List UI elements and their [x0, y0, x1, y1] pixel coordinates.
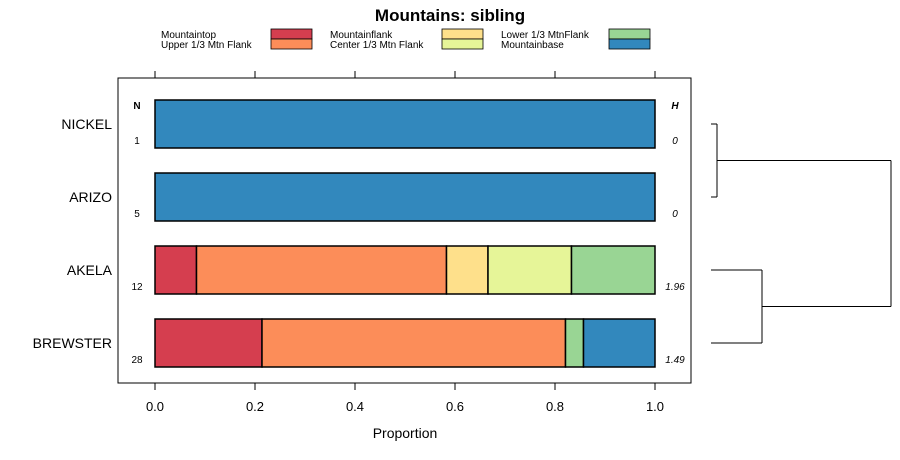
chart-title: Mountains: sibling [375, 6, 525, 25]
n-value-nickel: 1 [134, 136, 140, 147]
bar-segment-akela-center-1-3-mtn-flank [487, 245, 573, 295]
legend-swatch-lower-1-3-mtnflank [608, 28, 651, 40]
x-axis-label: Proportion [373, 425, 438, 441]
x-tick-label: 0.8 [546, 399, 564, 414]
h-value-akela: 1.96 [665, 282, 685, 293]
dendrogram [711, 123, 892, 344]
bar-segment-nickel-mountainbase [154, 99, 656, 149]
h-column-header: H [671, 101, 679, 112]
legend-swatch-center-1-3-mtn-flank [441, 38, 484, 50]
n-column-header: N [133, 101, 140, 112]
x-tick-label: 0.4 [346, 399, 364, 414]
legend-label-mountainflank: Mountainflank [330, 30, 393, 41]
bar-segment-brewster-mountainbase [582, 318, 656, 368]
bar-segment-akela-mountaintop [154, 245, 198, 295]
n-value-akela: 12 [131, 282, 143, 293]
legend-label-lower-1-3-mtnflank: Lower 1/3 MtnFlank [501, 30, 590, 41]
bar-segment-brewster-lower-1-3-mtnflank [564, 318, 585, 368]
x-tick-label: 0.6 [446, 399, 464, 414]
legend-label-upper-1-3-mtn-flank: Upper 1/3 Mtn Flank [161, 40, 253, 51]
legend-label-mountaintop: Mountaintop [161, 30, 216, 41]
row-label-nickel: NICKEL [61, 116, 112, 132]
bar-segment-akela-lower-1-3-mtnflank [570, 245, 656, 295]
plot-frame [117, 77, 692, 384]
bar-segment-akela-upper-1-3-mtn-flank [195, 245, 448, 295]
n-value-brewster: 28 [131, 355, 143, 366]
bar-segment-brewster-upper-1-3-mtn-flank [261, 318, 567, 368]
row-label-akela: AKELA [67, 262, 113, 278]
x-tick-label: 0.2 [246, 399, 264, 414]
x-tick-label: 0.0 [146, 399, 164, 414]
x-axis: 0.0 0.2 0.4 0.6 0.8 1.0 [146, 71, 664, 414]
legend-swatch-mountaintop [270, 28, 313, 40]
legend-swatch-mountainflank [441, 28, 484, 40]
legend-label-mountainbase: Mountainbase [501, 40, 564, 51]
bars-group [154, 99, 656, 368]
bar-segment-brewster-mountaintop [154, 318, 263, 368]
h-value-nickel: 0 [672, 136, 678, 147]
row-labels-group: NICKEL 1 0 ARIZO 5 0 AKELA 12 1.96 BREWSTER 28 1.49 [33, 116, 686, 366]
row-label-brewster: BREWSTER [33, 335, 112, 351]
legend-label-center-1-3-mtn-flank: Center 1/3 Mtn Flank [330, 40, 424, 51]
bar-segment-arizo-mountainbase [154, 172, 656, 222]
legend-swatch-upper-1-3-mtn-flank [270, 38, 313, 50]
h-value-brewster: 1.49 [665, 355, 685, 366]
row-label-arizo: ARIZO [69, 189, 112, 205]
x-tick-label: 1.0 [646, 399, 664, 414]
h-value-arizo: 0 [672, 209, 678, 220]
legend-swatch-mountainbase [608, 38, 651, 50]
bar-segment-akela-mountainflank [445, 245, 489, 295]
n-value-arizo: 5 [134, 209, 140, 220]
